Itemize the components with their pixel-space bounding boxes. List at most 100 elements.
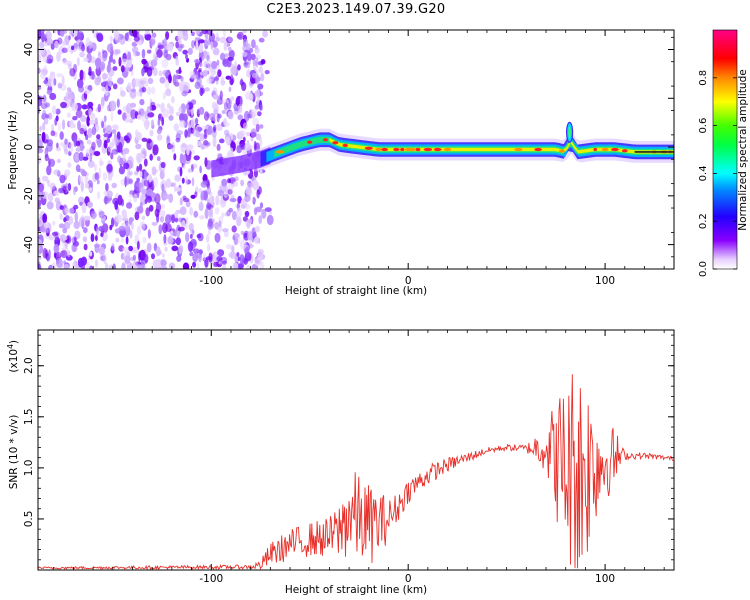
noise-blob <box>62 59 69 65</box>
noise-blob <box>217 69 222 78</box>
noise-blob <box>258 215 263 225</box>
noise-blob <box>239 95 243 107</box>
noise-blob <box>222 260 227 265</box>
noise-blob <box>166 43 174 52</box>
noise-blob <box>82 236 88 243</box>
noise-blob <box>246 186 252 197</box>
signal-peak <box>423 147 433 152</box>
noise-blob <box>181 177 185 184</box>
noise-blob <box>58 223 65 229</box>
noise-blob <box>227 46 232 52</box>
noise-blob <box>74 211 79 223</box>
noise-blob <box>96 179 100 185</box>
noise-blob <box>67 92 74 100</box>
noise-blob <box>211 60 218 70</box>
noise-blob <box>193 248 200 254</box>
noise-blob <box>144 34 152 41</box>
noise-blob <box>191 229 195 236</box>
noise-blob <box>122 150 126 162</box>
noise-blob <box>163 50 168 59</box>
noise-blob <box>141 48 146 59</box>
noise-blob <box>108 146 112 153</box>
noise-blob <box>90 211 97 220</box>
signal-peak <box>558 149 565 153</box>
noise-blob <box>91 70 95 80</box>
noise-blob <box>187 127 191 138</box>
noise-blob <box>242 51 248 58</box>
noise-blob <box>117 109 122 115</box>
noise-blob <box>129 118 134 124</box>
noise-blob <box>69 142 74 153</box>
noise-blob <box>96 32 103 42</box>
noise-blob <box>55 108 61 115</box>
noise-blob <box>55 258 63 268</box>
noise-blob <box>38 199 42 208</box>
noise-blob <box>202 252 207 261</box>
noise-blob <box>88 66 92 76</box>
noise-blob <box>80 256 87 266</box>
noise-blob <box>216 59 220 66</box>
noise-blob <box>168 74 172 84</box>
noise-blob <box>165 31 170 40</box>
noise-blob <box>194 191 198 198</box>
noise-blob <box>141 215 146 221</box>
noise-blob <box>179 197 183 206</box>
noise-blob <box>252 179 259 190</box>
noise-blob <box>147 112 155 118</box>
noise-blob <box>95 226 99 236</box>
noise-blob <box>182 49 188 55</box>
noise-blob <box>75 164 81 172</box>
noise-blob <box>105 182 109 192</box>
noise-blob <box>114 49 121 55</box>
noise-blob <box>191 40 195 49</box>
noise-blob <box>182 154 187 166</box>
noise-blob <box>139 80 146 85</box>
noise-blob <box>144 254 149 263</box>
snr-panel: -100 0 100 0.5 1.0 1.5 2.0 Height of straight … <box>6 329 675 596</box>
noise-blob <box>191 177 195 187</box>
signal-peak <box>443 147 452 152</box>
noise-blob <box>111 148 119 155</box>
noise-blob <box>118 225 126 231</box>
noise-blob <box>162 193 170 200</box>
noise-blob <box>160 259 167 267</box>
noise-blob <box>102 81 108 86</box>
noise-blob <box>185 53 188 60</box>
noise-blob <box>158 224 163 235</box>
noise-blob <box>111 182 117 189</box>
spectrogram-ylabel: Frequency (Hz) <box>7 110 19 189</box>
noise-blob <box>244 246 250 256</box>
noise-blob <box>69 68 76 77</box>
noise-blob <box>143 60 149 70</box>
noise-blob <box>95 235 98 242</box>
noise-blob <box>141 86 147 93</box>
noise-blob <box>175 111 180 117</box>
noise-blob <box>94 259 99 268</box>
noise-blob <box>242 136 246 143</box>
noise-blob <box>170 182 175 187</box>
noise-blob <box>147 86 151 96</box>
noise-blob <box>109 55 113 63</box>
noise-blob <box>168 262 176 269</box>
noise-blob <box>44 118 49 124</box>
noise-blob <box>41 175 49 182</box>
noise-blob <box>214 232 221 243</box>
noise-blob <box>150 180 154 187</box>
noise-blob <box>143 179 149 187</box>
noise-blob <box>61 47 68 54</box>
spectrogram-marks <box>38 30 674 269</box>
noise-blob <box>237 263 244 269</box>
noise-blob <box>163 38 167 47</box>
noise-blob <box>157 250 162 256</box>
noise-blob <box>42 109 47 118</box>
noise-blob <box>179 166 183 177</box>
noise-blob <box>128 171 133 176</box>
noise-blob <box>136 189 140 199</box>
signal-peak <box>433 147 442 152</box>
noise-blob <box>125 221 131 229</box>
noise-blob <box>132 254 136 261</box>
noise-blob <box>91 126 97 136</box>
noise-blob <box>117 77 124 85</box>
noise-blob <box>258 124 264 129</box>
noise-blob <box>50 43 55 50</box>
